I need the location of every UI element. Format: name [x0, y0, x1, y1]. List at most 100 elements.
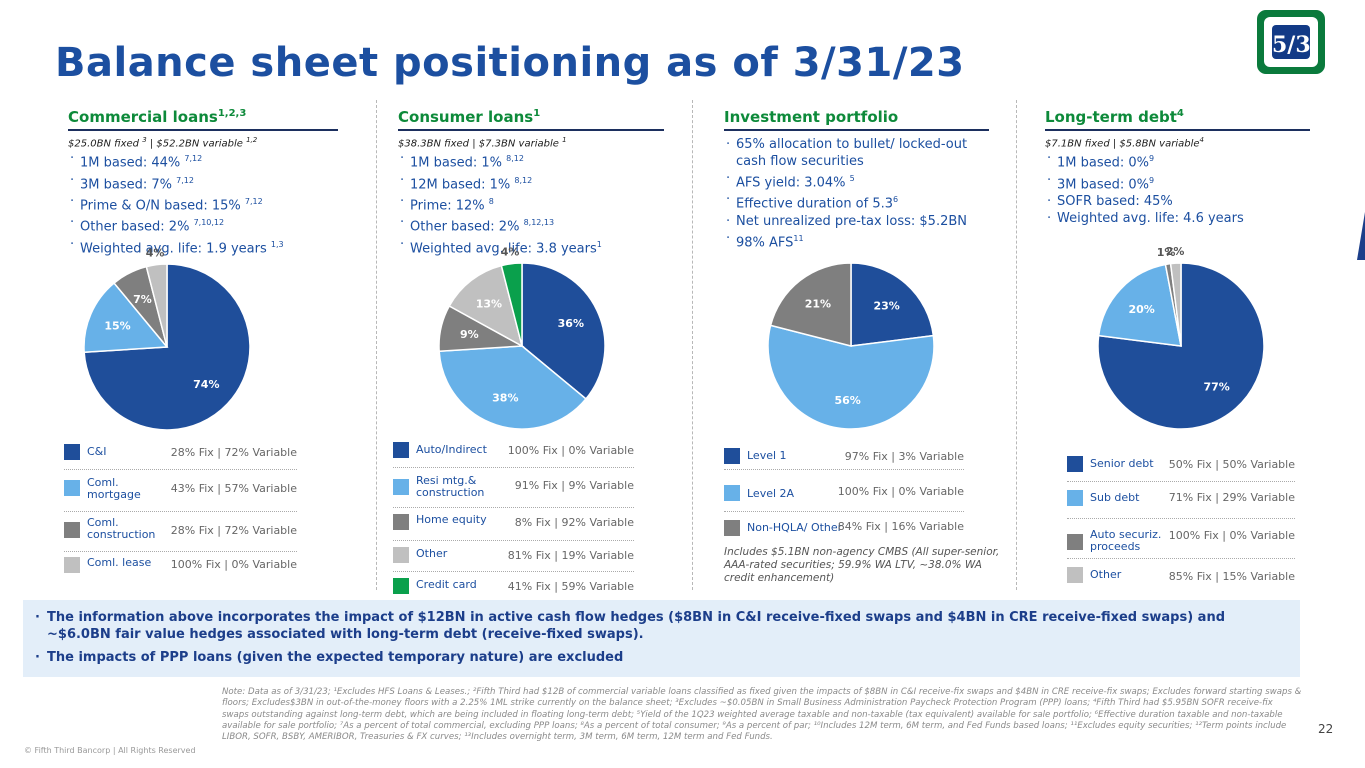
commercial-pie-chart: 74% 15% 7% 4%: [83, 247, 251, 431]
pie-value-label: 2%: [1166, 245, 1185, 258]
legend-value: 97% Fix | 3% Variable: [844, 450, 964, 463]
legend-label: Other: [1090, 568, 1122, 581]
edge-decoration: [1357, 212, 1365, 260]
list-item: 98% AFS11: [724, 230, 969, 251]
list-item: Net unrealized pre-tax loss: $5.2BN: [724, 213, 969, 230]
commercial-heading: Commercial loans1,2,3: [68, 104, 338, 131]
list-item: 65% allocation to bullet/ locked-out cas…: [724, 136, 969, 170]
pie-value-label: 1%: [1157, 246, 1176, 259]
legend-value: 91% Fix | 9% Variable: [514, 479, 634, 492]
legend-label: Level 2A: [747, 487, 795, 500]
legend-swatch: [393, 578, 409, 594]
investment-legend: Level 1 97% Fix | 3% Variable Level 2A 1…: [724, 444, 964, 544]
column-divider: [692, 100, 693, 590]
legend-value: 85% Fix | 15% Variable: [1168, 570, 1295, 583]
legend-label: Coml. construction: [87, 516, 156, 541]
debt-legend: Senior debt 50% Fix | 50% Variable Sub d…: [1067, 448, 1295, 594]
consumer-legend: Auto/Indirect 100% Fix | 0% Variable Res…: [393, 438, 634, 598]
pie-value-label: 13%: [476, 297, 502, 310]
legend-label: Auto securiz. proceeds: [1090, 528, 1162, 553]
legend-swatch: [64, 444, 80, 460]
legend-row: Auto/Indirect 100% Fix | 0% Variable: [393, 438, 634, 468]
legend-value: 100% Fix | 0% Variable: [170, 558, 297, 571]
pie-value-label: 20%: [1129, 303, 1155, 316]
legend-swatch: [1067, 490, 1083, 506]
list-item: Other based: 2% 8,12,13: [398, 214, 664, 235]
pie-value-label: 36%: [558, 317, 584, 330]
legend-swatch: [64, 522, 80, 538]
list-item: Weighted avg. life: 1.9 years 1,3: [68, 236, 338, 257]
legend-value: 100% Fix | 0% Variable: [507, 444, 634, 457]
legend-swatch: [64, 557, 80, 573]
legend-row: Other 85% Fix | 15% Variable: [1067, 559, 1295, 589]
pie-value-label: 56%: [834, 394, 860, 407]
hedge-callout: The information above incorporates the i…: [23, 600, 1300, 677]
legend-value: 8% Fix | 92% Variable: [514, 516, 634, 529]
pie-slice-coml-mortgage: [83, 281, 169, 354]
pie-slice-auto-indirect: [521, 262, 606, 400]
legend-value: 100% Fix | 0% Variable: [837, 485, 964, 498]
pie-slice-level-2a: [767, 324, 935, 430]
list-item: Effective duration of 5.36: [724, 191, 969, 212]
legend-swatch: [393, 514, 409, 530]
legend-swatch: [1067, 534, 1083, 550]
legend-swatch: [393, 479, 409, 495]
legend-label: Coml. mortgage: [87, 476, 141, 501]
legend-value: 50% Fix | 50% Variable: [1168, 458, 1295, 471]
list-item: Prime: 12% 8: [398, 193, 664, 214]
legend-value: 84% Fix | 16% Variable: [837, 520, 964, 533]
legend-row: Other 81% Fix | 19% Variable: [393, 541, 634, 572]
pie-value-label: 77%: [1204, 380, 1230, 393]
page-title: Balance sheet positioning as of 3/31/23: [55, 40, 965, 86]
legend-label: Auto/Indirect: [416, 443, 487, 456]
pie-value-label: 23%: [874, 300, 900, 313]
pie-slice-coml-lease: [145, 263, 168, 348]
commercial-subtitle: $25.0BN fixed 3 | $52.2BN variable 1,2: [68, 136, 258, 150]
investment-portfolio-section: Investment portfolio 65% allocation to b…: [724, 104, 989, 594]
legend-row: Coml. construction 28% Fix | 72% Variabl…: [64, 512, 297, 552]
pie-slice-other: [1169, 262, 1182, 347]
pie-value-label: 15%: [104, 320, 130, 333]
legend-swatch: [1067, 456, 1083, 472]
legend-label: Home equity: [416, 513, 487, 526]
pie-value-label: 74%: [193, 378, 219, 391]
list-item: Weighted avg. life: 3.8 years1: [398, 236, 664, 257]
column-divider: [376, 100, 377, 590]
list-item: AFS yield: 3.04% 5: [724, 170, 969, 191]
footnote: Note: Data as of 3/31/23; ¹Excludes HFS …: [222, 687, 1302, 743]
list-item: Prime & O/N based: 15% 7,12: [68, 193, 338, 214]
consumer-pie-chart: 36% 38% 9% 13% 4%: [438, 246, 606, 430]
debt-bullets: 1M based: 0%9 3M based: 0%9 SOFR based: …: [1045, 150, 1310, 227]
legend-row: Level 1 97% Fix | 3% Variable: [724, 444, 964, 470]
consumer-subtitle: $38.3BN fixed | $7.3BN variable 1: [398, 136, 567, 150]
list-item: Other based: 2% 7,10,12: [68, 214, 338, 235]
legend-row: Level 2A 100% Fix | 0% Variable: [724, 470, 964, 512]
commercial-loans-section: Commercial loans1,2,3 $25.0BN fixed 3 | …: [68, 104, 338, 594]
legend-value: 28% Fix | 72% Variable: [170, 524, 297, 537]
list-item: 12M based: 1% 8,12: [398, 172, 664, 193]
long-term-debt-section: Long-term debt4 $7.1BN fixed | $5.8BN va…: [1045, 104, 1310, 594]
legend-row: Auto securiz. proceeds 100% Fix | 0% Var…: [1067, 519, 1295, 559]
legend-swatch: [393, 442, 409, 458]
legend-swatch: [1067, 567, 1083, 583]
pie-slice-level-1: [850, 262, 935, 347]
consumer-loans-section: Consumer loans1 $38.3BN fixed | $7.3BN v…: [398, 104, 664, 594]
pie-slice-non-hqla-other: [769, 262, 852, 347]
investment-pie-chart: 23% 56% 21%: [767, 262, 935, 430]
legend-row: Non-HQLA/ Other 84% Fix | 16% Variable: [724, 512, 964, 542]
consumer-bullets: 1M based: 1% 8,12 12M based: 1% 8,12 Pri…: [398, 150, 664, 257]
legend-label: Coml. lease: [87, 556, 152, 569]
legend-label: Senior debt: [1090, 457, 1154, 470]
investment-heading: Investment portfolio: [724, 104, 989, 131]
legend-swatch: [64, 480, 80, 496]
commercial-legend: C&I 28% Fix | 72% Variable Coml. mortgag…: [64, 440, 297, 580]
legend-label: C&I: [87, 445, 107, 458]
pie-slice-resi-mtg-construction: [438, 345, 588, 430]
legend-value: 71% Fix | 29% Variable: [1168, 491, 1295, 504]
pie-value-label: 9%: [460, 328, 479, 341]
pie-value-label: 38%: [492, 391, 518, 404]
list-item: 1M based: 1% 8,12: [398, 150, 664, 171]
column-divider: [1016, 100, 1017, 590]
debt-subtitle: $7.1BN fixed | $5.8BN variable4: [1045, 136, 1204, 150]
pie-value-label: 4%: [501, 246, 520, 259]
